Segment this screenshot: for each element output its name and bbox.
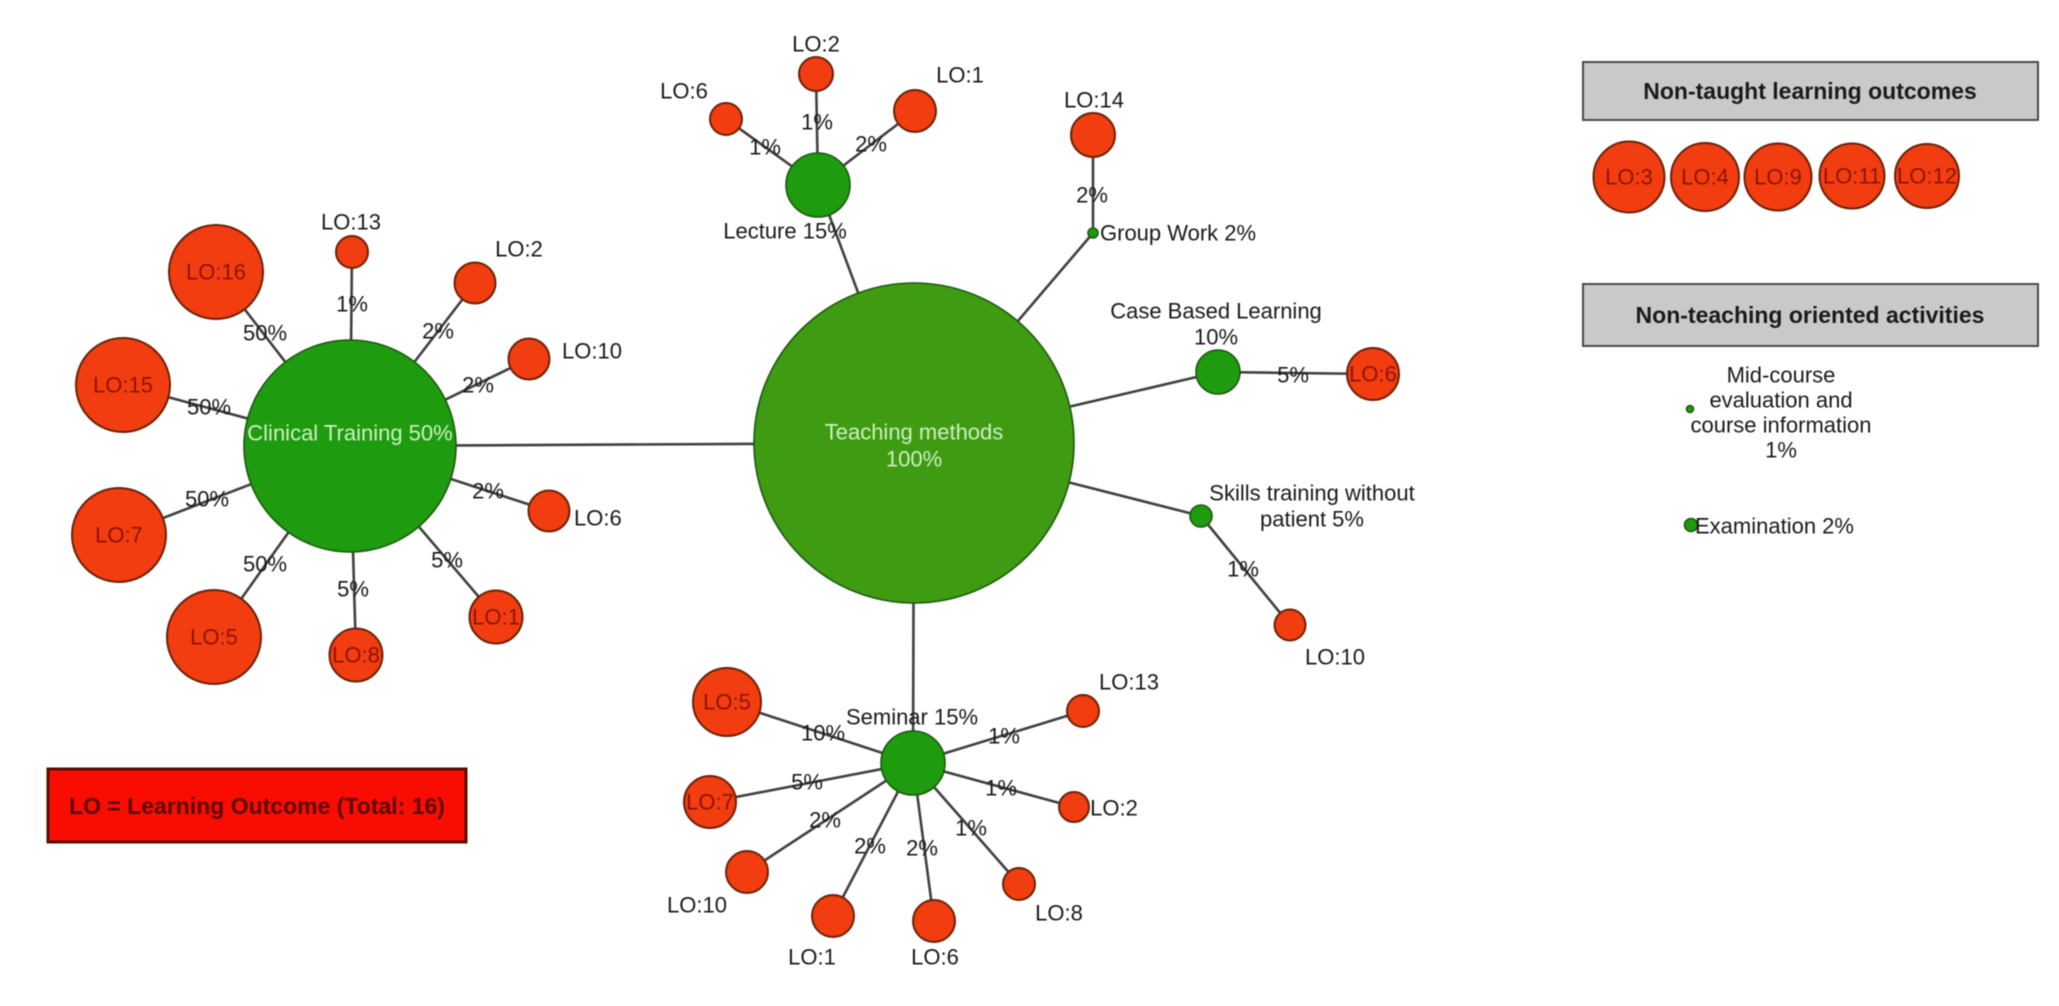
svg-text:2%: 2% <box>472 479 504 504</box>
svg-text:LO:4: LO:4 <box>1681 165 1729 190</box>
svg-text:LO:10: LO:10 <box>667 893 727 918</box>
svg-text:evaluation and: evaluation and <box>1709 388 1852 413</box>
svg-text:1%: 1% <box>988 724 1020 749</box>
svg-text:2%: 2% <box>462 373 494 398</box>
svg-text:LO:5: LO:5 <box>190 625 238 650</box>
svg-text:LO:16: LO:16 <box>186 260 246 285</box>
svg-text:LO:5: LO:5 <box>703 690 751 715</box>
svg-text:LO:6: LO:6 <box>911 945 959 970</box>
svg-text:1%: 1% <box>955 816 987 841</box>
svg-text:5%: 5% <box>1277 363 1309 388</box>
svg-text:LO:6: LO:6 <box>660 79 708 104</box>
svg-text:patient 5%: patient 5% <box>1260 507 1364 532</box>
svg-text:LO:2: LO:2 <box>1090 796 1138 821</box>
svg-text:Examination 2%: Examination 2% <box>1695 514 1854 539</box>
svg-text:Lecture 15%: Lecture 15% <box>723 219 847 244</box>
svg-text:LO:7: LO:7 <box>95 523 143 548</box>
svg-text:Case Based Learning: Case Based Learning <box>1110 299 1322 324</box>
svg-text:LO:1: LO:1 <box>936 63 984 88</box>
svg-text:1%: 1% <box>801 110 833 135</box>
svg-text:LO:12: LO:12 <box>1897 164 1957 189</box>
svg-text:2%: 2% <box>809 808 841 833</box>
svg-text:2%: 2% <box>1076 183 1108 208</box>
svg-text:1%: 1% <box>336 292 368 317</box>
svg-text:LO:1: LO:1 <box>472 605 520 630</box>
svg-text:1%: 1% <box>749 135 781 160</box>
svg-text:LO:7: LO:7 <box>686 790 734 815</box>
svg-text:1%: 1% <box>1765 438 1797 463</box>
svg-text:LO = Learning Outcome (Total:: LO = Learning Outcome (Total: 16) <box>69 793 445 819</box>
svg-text:LO:2: LO:2 <box>792 32 840 57</box>
svg-text:LO:10: LO:10 <box>562 339 622 364</box>
svg-text:LO:13: LO:13 <box>1099 670 1159 695</box>
svg-text:course information: course information <box>1691 413 1872 438</box>
svg-text:2%: 2% <box>855 132 887 157</box>
svg-text:LO:14: LO:14 <box>1064 88 1124 113</box>
svg-text:50%: 50% <box>243 552 287 577</box>
svg-text:LO:11: LO:11 <box>1823 164 1881 189</box>
svg-text:Non-taught learning outcomes: Non-taught learning outcomes <box>1643 78 1977 104</box>
svg-text:Group Work 2%: Group Work 2% <box>1100 221 1256 246</box>
svg-text:1%: 1% <box>985 776 1017 801</box>
svg-text:LO:9: LO:9 <box>1754 165 1802 190</box>
svg-text:2%: 2% <box>906 836 938 861</box>
svg-text:50%: 50% <box>187 395 231 420</box>
svg-text:LO:8: LO:8 <box>332 643 380 668</box>
svg-text:5%: 5% <box>431 548 463 573</box>
svg-text:100%: 100% <box>886 447 942 472</box>
svg-text:5%: 5% <box>791 770 823 795</box>
svg-text:10%: 10% <box>801 721 845 746</box>
svg-text:LO:3: LO:3 <box>1605 165 1653 190</box>
svg-text:LO:13: LO:13 <box>321 210 381 235</box>
svg-text:2%: 2% <box>422 319 454 344</box>
svg-text:LO:8: LO:8 <box>1035 901 1083 926</box>
svg-text:1%: 1% <box>1227 557 1259 582</box>
svg-text:Teaching methods: Teaching methods <box>825 420 1004 445</box>
svg-text:5%: 5% <box>337 577 369 602</box>
svg-text:Mid-course: Mid-course <box>1727 363 1836 388</box>
svg-text:50%: 50% <box>185 487 229 512</box>
svg-text:10%: 10% <box>1194 325 1238 350</box>
svg-text:Non-teaching oriented activiti: Non-teaching oriented activities <box>1636 302 1985 328</box>
svg-text:LO:6: LO:6 <box>574 506 622 531</box>
svg-text:LO:10: LO:10 <box>1305 645 1365 670</box>
svg-text:LO:6: LO:6 <box>1349 362 1397 387</box>
svg-text:LO:1: LO:1 <box>788 945 836 970</box>
svg-text:LO:15: LO:15 <box>93 373 153 398</box>
svg-text:Seminar 15%: Seminar 15% <box>846 705 978 730</box>
svg-text:50%: 50% <box>243 321 287 346</box>
svg-text:Skills training without: Skills training without <box>1209 481 1414 506</box>
svg-text:2%: 2% <box>854 834 886 859</box>
svg-text:Clinical Training 50%: Clinical Training 50% <box>247 421 452 446</box>
svg-text:LO:2: LO:2 <box>495 237 543 262</box>
